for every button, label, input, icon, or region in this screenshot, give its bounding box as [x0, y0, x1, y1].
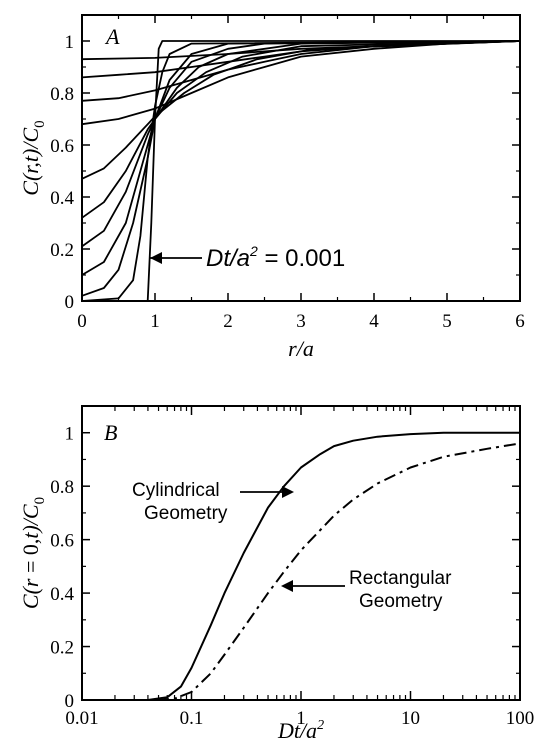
a-xtick-label-6: 6: [515, 311, 525, 332]
a-ytick-label-0: 0: [65, 292, 75, 313]
rectangular-label-line1: Rectangular: [349, 568, 452, 589]
panel-b-frame: [81, 405, 521, 701]
rectangular-label-line2: Geometry: [359, 591, 443, 612]
b-ytick-label-0.4: 0.4: [50, 584, 74, 605]
a-series-line-8: [81, 40, 521, 102]
a-series-line-7: [81, 40, 521, 126]
panel-b-ylabel: C(r = 0,t)/C0: [18, 497, 48, 609]
rectangular-arrow-head: [281, 580, 293, 592]
a-ytick-label-0.8: 0.8: [50, 84, 74, 105]
b-xtick-label-0.1: 0.1: [180, 708, 204, 729]
panel-a-ylabel: C(r,t)/C0: [18, 120, 48, 195]
annotation-text: Dt/a2 = 0.001: [206, 243, 345, 272]
panel-a-annotation: Dt/a2 = 0.001: [150, 243, 345, 272]
cylindrical-arrow-head: [282, 486, 294, 498]
a-xtick-label-4: 4: [369, 311, 379, 332]
a-xtick-label-5: 5: [442, 311, 452, 332]
rectangular-annotation: Rectangular Geometry: [281, 568, 452, 612]
a-series-line-3: [81, 40, 521, 276]
panel-a-xlabel: r/a: [288, 336, 314, 361]
panel-a-letter: A: [104, 24, 120, 49]
b-xtick-label-1: 1: [296, 708, 306, 729]
a-ytick-label-1: 1: [65, 32, 75, 53]
a-ytick-label-0.6: 0.6: [50, 136, 74, 157]
b-ytick-label-0.6: 0.6: [50, 531, 74, 552]
b-ytick-label-0: 0: [65, 691, 75, 712]
panel-b-letter: B: [104, 420, 117, 445]
cylindrical-annotation: Cylindrical Geometry: [132, 480, 294, 524]
annotation-arrow-head: [150, 252, 162, 264]
b-ytick-label-0.2: 0.2: [50, 638, 74, 659]
a-xtick-label-0: 0: [77, 311, 87, 332]
b-xtick-label-0.01: 0.01: [65, 708, 98, 729]
a-xtick-label-1: 1: [150, 311, 160, 332]
b-ytick-label-0.8: 0.8: [50, 477, 74, 498]
a-xtick-label-2: 2: [223, 311, 233, 332]
b-xtick-label-10: 10: [401, 708, 420, 729]
rectangular-series-line: [82, 442, 521, 701]
b-xtick-label-100: 100: [506, 708, 535, 729]
cylindrical-label-line1: Cylindrical: [132, 480, 220, 501]
a-series-line-10: [81, 40, 521, 61]
cylindrical-label-line2: Geometry: [144, 503, 228, 524]
a-ytick-label-0.4: 0.4: [50, 188, 74, 209]
panel-b: B 0.01 0.1 1 10 100 0 0.2 0.4 0.6 0.8 1 Cylindrica…: [18, 405, 535, 743]
panel-b-xlabel: Dt/a2: [277, 718, 324, 743]
a-series-line-5: [81, 40, 521, 219]
a-xtick-label-3: 3: [296, 311, 306, 332]
cylindrical-series-line: [82, 431, 520, 701]
a-ytick-label-0.2: 0.2: [50, 240, 74, 261]
panel-a: A 0 1 2 3 4 5 6 0 0.2 0.4 0.6 0.8 1 Dt/a2 = 0.001 r/…: [18, 14, 525, 361]
a-series-line-2: [81, 40, 521, 297]
b-ytick-label-1: 1: [65, 424, 75, 445]
